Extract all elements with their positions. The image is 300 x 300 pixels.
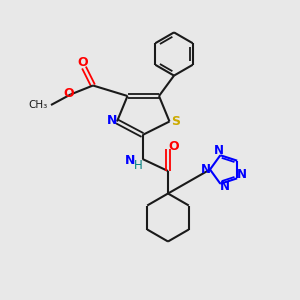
Text: N: N: [220, 180, 230, 193]
Text: O: O: [64, 86, 74, 100]
Text: N: N: [107, 113, 118, 127]
Text: N: N: [237, 168, 247, 181]
Text: N: N: [125, 154, 135, 167]
Text: S: S: [171, 115, 180, 128]
Text: O: O: [168, 140, 179, 153]
Text: N: N: [214, 144, 224, 157]
Text: O: O: [77, 56, 88, 70]
Text: H: H: [134, 159, 142, 172]
Text: CH₃: CH₃: [28, 100, 47, 110]
Text: N: N: [200, 163, 211, 176]
